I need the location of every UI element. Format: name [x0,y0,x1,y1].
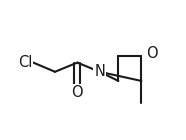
Text: O: O [71,85,83,100]
Text: Cl: Cl [18,55,33,70]
Text: N: N [94,64,105,79]
Text: O: O [146,46,157,61]
